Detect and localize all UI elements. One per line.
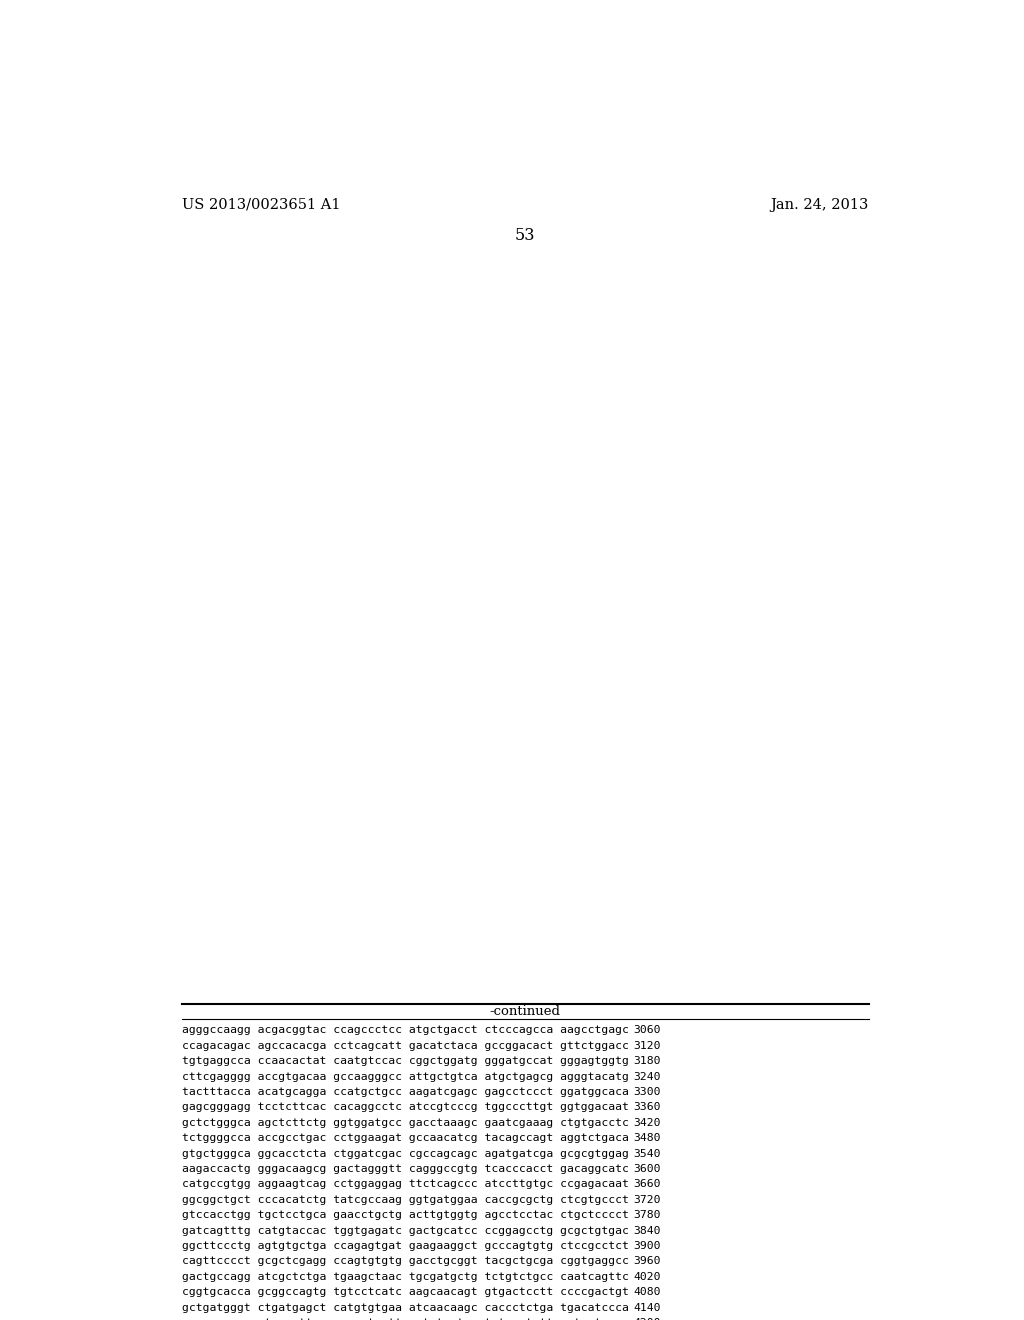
Text: gctctgggca agctcttctg ggtggatgcc gacctaaagc gaatcgaaag ctgtgacctc: gctctgggca agctcttctg ggtggatgcc gacctaa…: [182, 1118, 629, 1127]
Text: cggtgcacca gcggccagtg tgtcctcatc aagcaacagt gtgactcctt ccccgactgt: cggtgcacca gcggccagtg tgtcctcatc aagcaac…: [182, 1287, 629, 1298]
Text: 4200: 4200: [633, 1317, 660, 1320]
Text: 3480: 3480: [633, 1134, 660, 1143]
Text: 4140: 4140: [633, 1303, 660, 1312]
Text: 4080: 4080: [633, 1287, 660, 1298]
Text: Jan. 24, 2013: Jan. 24, 2013: [770, 198, 869, 211]
Text: 3060: 3060: [633, 1026, 660, 1035]
Text: gcccacagca gtgccattgg gcccgtcatt ggtatcatcc tctccctctt cgtcatgggc: gcccacagca gtgccattgg gcccgtcatt ggtatca…: [182, 1317, 629, 1320]
Text: catgccgtgg aggaagtcag cctggaggag ttctcagccc atccttgtgc ccgagacaat: catgccgtgg aggaagtcag cctggaggag ttctcag…: [182, 1179, 629, 1189]
Text: 3720: 3720: [633, 1195, 660, 1205]
Text: cttcgagggg accgtgacaa gccaagggcc attgctgtca atgctgagcg agggtacatg: cttcgagggg accgtgacaa gccaagggcc attgctg…: [182, 1072, 629, 1081]
Text: cagttcccct gcgctcgagg ccagtgtgtg gacctgcggt tacgctgcga cggtgaggcc: cagttcccct gcgctcgagg ccagtgtgtg gacctgc…: [182, 1257, 629, 1266]
Text: 53: 53: [514, 227, 536, 244]
Text: 4020: 4020: [633, 1271, 660, 1282]
Text: 3300: 3300: [633, 1088, 660, 1097]
Text: 3180: 3180: [633, 1056, 660, 1067]
Text: -continued: -continued: [489, 1005, 560, 1018]
Text: gtccacctgg tgctcctgca gaacctgctg acttgtggtg agcctcctac ctgctcccct: gtccacctgg tgctcctgca gaacctgctg acttgtg…: [182, 1210, 629, 1220]
Text: 3840: 3840: [633, 1225, 660, 1236]
Text: tgtgaggcca ccaacactat caatgtccac cggctggatg gggatgccat gggagtggtg: tgtgaggcca ccaacactat caatgtccac cggctgg…: [182, 1056, 629, 1067]
Text: ggcggctgct cccacatctg tatcgccaag ggtgatggaa caccgcgctg ctcgtgccct: ggcggctgct cccacatctg tatcgccaag ggtgatg…: [182, 1195, 629, 1205]
Text: ggcttccctg agtgtgctga ccagagtgat gaagaaggct gcccagtgtg ctccgcctct: ggcttccctg agtgtgctga ccagagtgat gaagaag…: [182, 1241, 629, 1251]
Text: tctggggcca accgcctgac cctggaagat gccaacatcg tacagccagt aggtctgaca: tctggggcca accgcctgac cctggaagat gccaaca…: [182, 1134, 629, 1143]
Text: gtgctgggca ggcacctcta ctggatcgac cgccagcagc agatgatcga gcgcgtggag: gtgctgggca ggcacctcta ctggatcgac cgccagc…: [182, 1148, 629, 1159]
Text: 3420: 3420: [633, 1118, 660, 1127]
Text: 3960: 3960: [633, 1257, 660, 1266]
Text: 3900: 3900: [633, 1241, 660, 1251]
Text: gatcagtttg catgtaccac tggtgagatc gactgcatcc ccggagcctg gcgctgtgac: gatcagtttg catgtaccac tggtgagatc gactgca…: [182, 1225, 629, 1236]
Text: US 2013/0023651 A1: US 2013/0023651 A1: [182, 198, 341, 211]
Text: 3660: 3660: [633, 1179, 660, 1189]
Text: 3600: 3600: [633, 1164, 660, 1173]
Text: aagaccactg gggacaagcg gactagggtt cagggccgtg tcacccacct gacaggcatc: aagaccactg gggacaagcg gactagggtt cagggcc…: [182, 1164, 629, 1173]
Text: 3780: 3780: [633, 1210, 660, 1220]
Text: 3360: 3360: [633, 1102, 660, 1113]
Text: gactgccagg atcgctctga tgaagctaac tgcgatgctg tctgtctgcc caatcagttc: gactgccagg atcgctctga tgaagctaac tgcgatg…: [182, 1271, 629, 1282]
Text: 3120: 3120: [633, 1041, 660, 1051]
Text: 3540: 3540: [633, 1148, 660, 1159]
Text: gctgatgggt ctgatgagct catgtgtgaa atcaacaagc caccctctga tgacatccca: gctgatgggt ctgatgagct catgtgtgaa atcaaca…: [182, 1303, 629, 1312]
Text: 3240: 3240: [633, 1072, 660, 1081]
Text: tactttacca acatgcagga ccatgctgcc aagatcgagc gagcctccct ggatggcaca: tactttacca acatgcagga ccatgctgcc aagatcg…: [182, 1088, 629, 1097]
Text: gagcgggagg tcctcttcac cacaggcctc atccgtcccg tggcccttgt ggtggacaat: gagcgggagg tcctcttcac cacaggcctc atccgtc…: [182, 1102, 629, 1113]
Text: ccagacagac agccacacga cctcagcatt gacatctaca gccggacact gttctggacc: ccagacagac agccacacga cctcagcatt gacatct…: [182, 1041, 629, 1051]
Text: agggccaagg acgacggtac ccagccctcc atgctgacct ctcccagcca aagcctgagc: agggccaagg acgacggtac ccagccctcc atgctga…: [182, 1026, 629, 1035]
